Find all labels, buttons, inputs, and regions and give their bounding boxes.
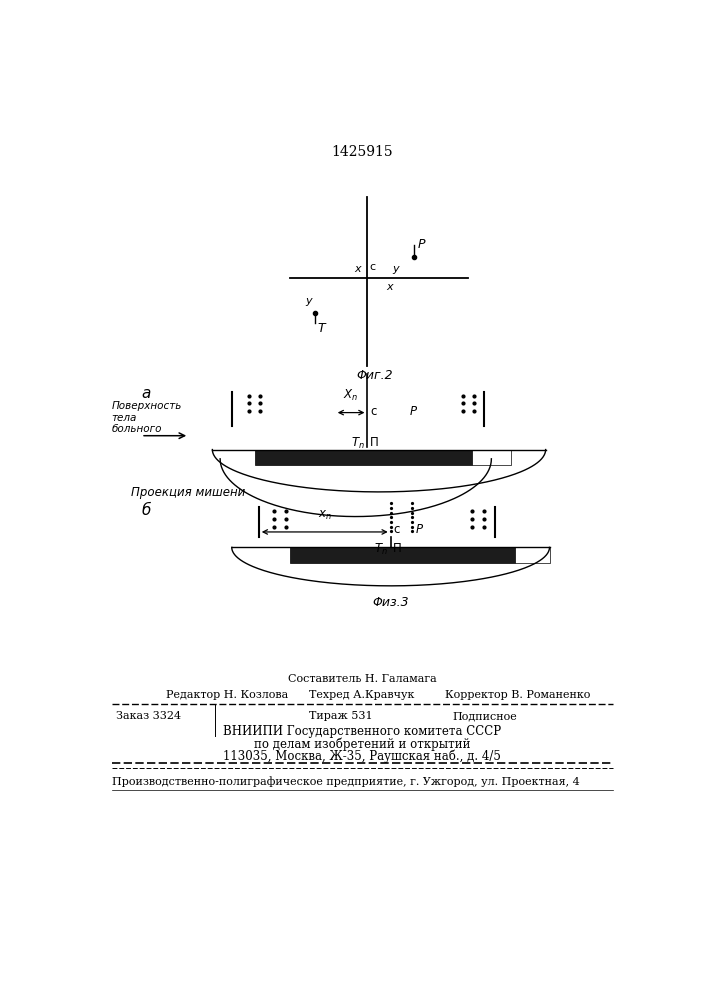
Text: y: y <box>392 264 399 274</box>
Text: x: x <box>354 264 361 274</box>
Text: Тираж 531: Тираж 531 <box>309 711 373 721</box>
Text: Редактор Н. Козлова: Редактор Н. Козлова <box>166 690 288 700</box>
Text: Составитель Н. Галамага: Составитель Н. Галамага <box>288 674 436 684</box>
Text: Φиг.2: Φиг.2 <box>357 369 393 382</box>
Text: c: c <box>370 262 376 272</box>
Text: по делам изобретений и открытий: по делам изобретений и открытий <box>254 738 470 751</box>
Text: P: P <box>418 238 425 251</box>
Text: c: c <box>394 523 400 536</box>
Text: Техред А.Кравчук: Техред А.Кравчук <box>309 690 414 700</box>
Text: c: c <box>370 405 377 418</box>
Text: $\mathit{X}_n$: $\mathit{X}_n$ <box>343 388 358 403</box>
Text: ВНИИПИ Государственного комитета СССР: ВНИИПИ Государственного комитета СССР <box>223 725 501 738</box>
Text: P: P <box>410 405 417 418</box>
Text: 1425915: 1425915 <box>331 145 393 159</box>
Text: Производственно-полиграфическое предприятие, г. Ужгород, ул. Проектная, 4: Производственно-полиграфическое предприя… <box>112 776 579 787</box>
Text: Корректор В. Романенко: Корректор В. Романенко <box>445 690 590 700</box>
Text: Поверхность
тела
больного: Поверхность тела больного <box>112 401 182 434</box>
Text: П: П <box>393 542 402 555</box>
Bar <box>515 547 549 563</box>
Text: $x_n$: $x_n$ <box>317 509 332 522</box>
Text: $T_n$: $T_n$ <box>351 436 365 451</box>
Text: a: a <box>141 386 151 401</box>
Text: $T_n$: $T_n$ <box>375 542 388 557</box>
Text: Заказ 3324: Заказ 3324 <box>115 711 180 721</box>
Text: P: P <box>416 523 423 536</box>
Bar <box>472 450 510 465</box>
Text: б: б <box>141 503 151 518</box>
Text: Проекция мишени: Проекция мишени <box>131 486 245 499</box>
Bar <box>290 547 515 563</box>
Text: Φиз.3: Φиз.3 <box>373 596 409 609</box>
Text: П: П <box>370 436 378 449</box>
Text: T: T <box>317 322 325 335</box>
Text: Подписное: Подписное <box>452 711 518 721</box>
Text: 113035, Москва, Ж-35, Раушская наб., д. 4/5: 113035, Москва, Ж-35, Раушская наб., д. … <box>223 750 501 763</box>
Bar <box>255 450 472 465</box>
Text: y: y <box>305 296 312 306</box>
Text: x: x <box>387 282 393 292</box>
